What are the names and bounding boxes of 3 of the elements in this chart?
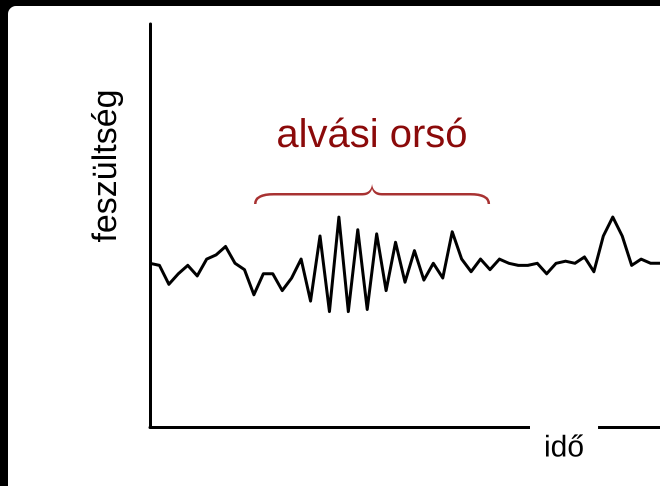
y-axis-title: feszültség — [86, 89, 124, 243]
x-axis-title: idő — [544, 430, 584, 464]
text: alvási orsó — [276, 112, 468, 156]
